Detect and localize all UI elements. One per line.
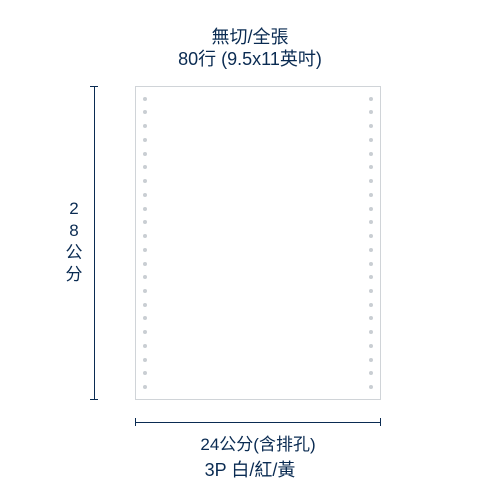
height-label-char: 8 xyxy=(64,220,84,242)
tractor-feed-hole xyxy=(369,124,373,128)
tractor-feed-hole xyxy=(369,275,373,279)
tractor-feed-hole xyxy=(369,385,373,389)
tractor-feed-strip-right xyxy=(362,87,380,399)
width-dimension-label: 24公分(含排孔) xyxy=(135,430,381,455)
tractor-feed-hole xyxy=(369,138,373,142)
tractor-feed-hole xyxy=(143,110,147,114)
width-dimension-tick-right xyxy=(380,418,381,426)
tractor-feed-hole xyxy=(369,248,373,252)
tractor-feed-hole xyxy=(369,344,373,348)
tractor-feed-hole xyxy=(369,193,373,197)
height-dimension-label: 28公分 xyxy=(64,198,84,286)
tractor-feed-hole xyxy=(369,358,373,362)
tractor-feed-hole xyxy=(369,165,373,169)
tractor-feed-hole xyxy=(143,193,147,197)
width-dimension-line xyxy=(135,422,381,423)
tractor-feed-hole xyxy=(369,220,373,224)
diagram-canvas: 無切/全張 80行 (9.5x11英吋) 28公分 24公分(含排孔) 3P 白… xyxy=(0,0,500,500)
height-label-char: 公 xyxy=(64,242,84,264)
height-label-char: 2 xyxy=(64,198,84,220)
tractor-feed-hole xyxy=(143,371,147,375)
tractor-feed-hole xyxy=(369,371,373,375)
tractor-feed-hole xyxy=(143,165,147,169)
tractor-feed-hole xyxy=(143,289,147,293)
tractor-feed-hole xyxy=(143,344,147,348)
ply-color-label: 3P 白/紅/黃 xyxy=(0,456,500,482)
tractor-feed-hole xyxy=(143,303,147,307)
tractor-feed-hole xyxy=(143,385,147,389)
tractor-feed-hole xyxy=(143,97,147,101)
tractor-feed-hole xyxy=(369,316,373,320)
tractor-feed-hole xyxy=(369,110,373,114)
tractor-feed-hole xyxy=(143,316,147,320)
tractor-feed-hole xyxy=(369,179,373,183)
tractor-feed-hole xyxy=(143,275,147,279)
tractor-feed-hole xyxy=(143,248,147,252)
paper-sheet xyxy=(135,86,381,400)
height-label-char: 分 xyxy=(64,264,84,286)
tractor-feed-hole xyxy=(143,179,147,183)
width-dimension-tick-left xyxy=(135,418,136,426)
tractor-feed-hole xyxy=(143,220,147,224)
tractor-feed-hole xyxy=(143,330,147,334)
tractor-feed-hole xyxy=(143,358,147,362)
title-line-1: 無切/全張 xyxy=(0,26,500,49)
tractor-feed-hole xyxy=(143,138,147,142)
height-dimension-line xyxy=(94,86,95,400)
tractor-feed-hole xyxy=(143,207,147,211)
tractor-feed-hole xyxy=(143,262,147,266)
tractor-feed-hole xyxy=(369,303,373,307)
title-line-2: 80行 (9.5x11英吋) xyxy=(0,48,500,71)
height-dimension-tick-top xyxy=(90,86,98,87)
tractor-feed-hole xyxy=(369,234,373,238)
tractor-feed-hole xyxy=(369,289,373,293)
tractor-feed-hole xyxy=(369,330,373,334)
tractor-feed-hole xyxy=(143,124,147,128)
tractor-feed-hole xyxy=(369,262,373,266)
tractor-feed-hole xyxy=(143,152,147,156)
height-dimension-tick-bottom xyxy=(90,399,98,400)
tractor-feed-hole xyxy=(369,152,373,156)
tractor-feed-hole xyxy=(369,207,373,211)
tractor-feed-strip-left xyxy=(136,87,154,399)
tractor-feed-hole xyxy=(369,97,373,101)
tractor-feed-hole xyxy=(143,234,147,238)
